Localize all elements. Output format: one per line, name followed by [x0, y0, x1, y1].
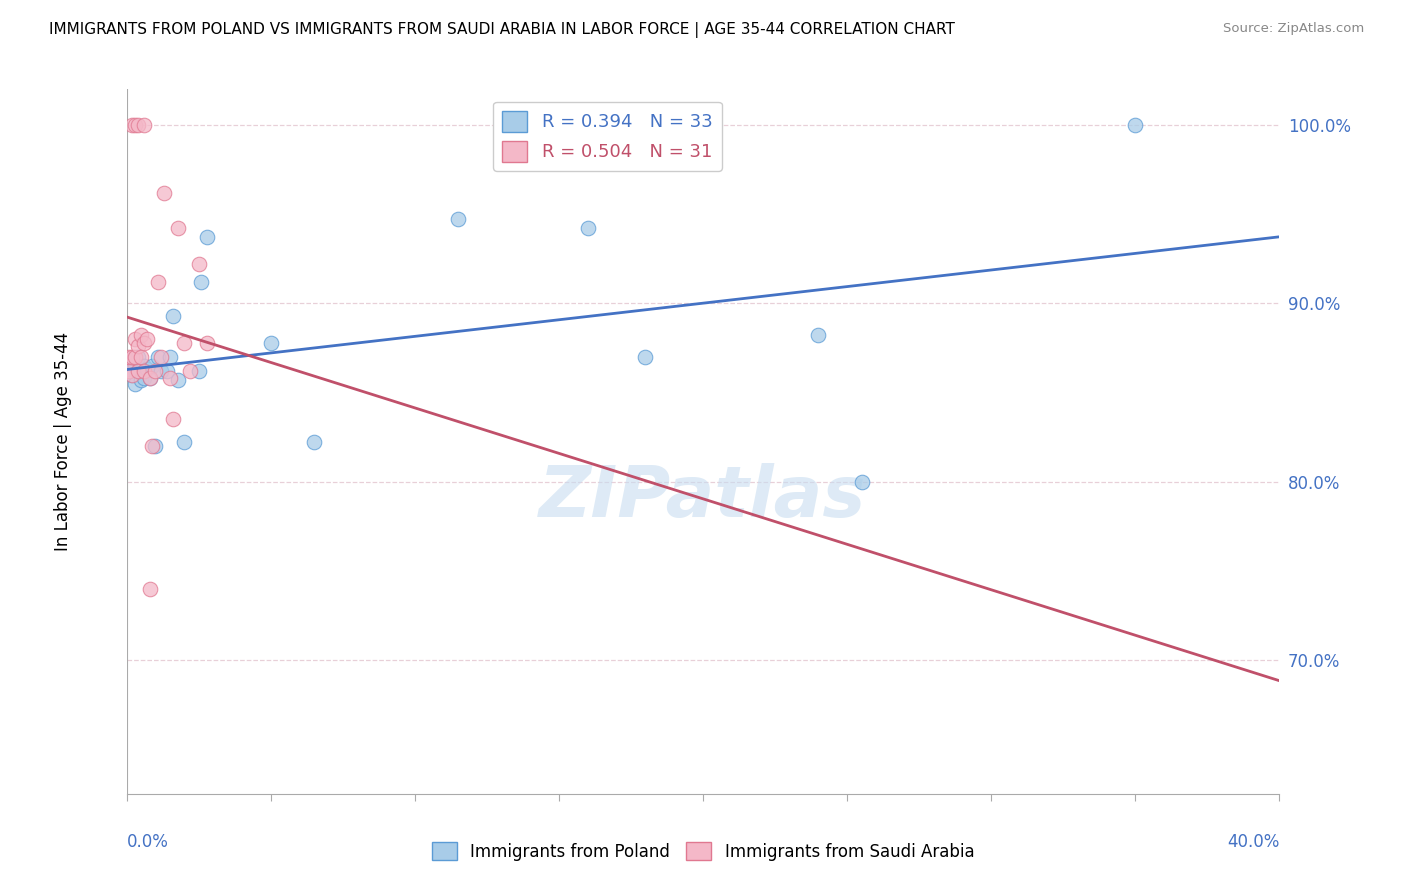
Point — [159, 350, 181, 364]
Text: In Labor Force | Age 35-44: In Labor Force | Age 35-44 — [53, 332, 72, 551]
Text: Source: ZipAtlas.com: Source: ZipAtlas.com — [1223, 22, 1364, 36]
Point — [135, 332, 157, 346]
Point — [138, 582, 160, 596]
Legend: R = 0.394   N = 33, R = 0.504   N = 31: R = 0.394 N = 33, R = 0.504 N = 31 — [494, 102, 721, 170]
Text: IMMIGRANTS FROM POLAND VS IMMIGRANTS FROM SAUDI ARABIA IN LABOR FORCE | AGE 35-4: IMMIGRANTS FROM POLAND VS IMMIGRANTS FRO… — [49, 22, 955, 38]
Point — [132, 371, 155, 385]
Point — [135, 362, 157, 376]
Point — [141, 359, 163, 373]
Point — [259, 335, 281, 350]
Point — [634, 350, 657, 364]
Point — [167, 221, 190, 235]
Point — [807, 328, 830, 343]
Point — [1125, 118, 1147, 132]
Point — [127, 364, 149, 378]
Text: 0.0%: 0.0% — [127, 833, 169, 851]
Point — [129, 373, 152, 387]
Text: ZIPatlas: ZIPatlas — [540, 464, 866, 533]
Point — [124, 332, 146, 346]
Point — [127, 339, 149, 353]
Point — [118, 364, 141, 378]
Point — [179, 364, 201, 378]
Point — [124, 376, 146, 391]
Point — [162, 309, 184, 323]
Point — [159, 371, 181, 385]
Point — [132, 118, 155, 132]
Point — [124, 350, 146, 364]
Point — [127, 118, 149, 132]
Point — [118, 350, 141, 364]
Point — [138, 371, 160, 385]
Point — [141, 439, 163, 453]
Point — [129, 328, 152, 343]
Point — [132, 335, 155, 350]
Legend: Immigrants from Poland, Immigrants from Saudi Arabia: Immigrants from Poland, Immigrants from … — [425, 836, 981, 868]
Point — [121, 353, 143, 368]
Point — [195, 335, 218, 350]
Text: 40.0%: 40.0% — [1227, 833, 1279, 851]
Point — [150, 364, 173, 378]
Point — [138, 371, 160, 385]
Point — [121, 368, 143, 382]
Point — [195, 230, 218, 244]
Point — [187, 257, 209, 271]
Point — [167, 373, 190, 387]
Point — [148, 275, 170, 289]
Point — [145, 364, 166, 378]
Point — [129, 364, 152, 378]
Point — [121, 350, 143, 364]
Point — [124, 118, 146, 132]
Point — [118, 362, 141, 376]
Point — [150, 350, 173, 364]
Point — [173, 435, 195, 450]
Point — [132, 359, 155, 373]
Point — [129, 350, 152, 364]
Point — [156, 364, 179, 378]
Point — [132, 364, 155, 378]
Point — [190, 275, 212, 289]
Point — [162, 412, 184, 426]
Point — [153, 186, 176, 200]
Point — [187, 364, 209, 378]
Point — [145, 439, 166, 453]
Point — [851, 475, 873, 489]
Point — [121, 368, 143, 382]
Point — [576, 221, 599, 235]
Point — [118, 353, 141, 368]
Point — [124, 359, 146, 373]
Point — [148, 350, 170, 364]
Point — [127, 350, 149, 364]
Point — [447, 212, 470, 227]
Point — [173, 335, 195, 350]
Point — [302, 435, 325, 450]
Point — [121, 118, 143, 132]
